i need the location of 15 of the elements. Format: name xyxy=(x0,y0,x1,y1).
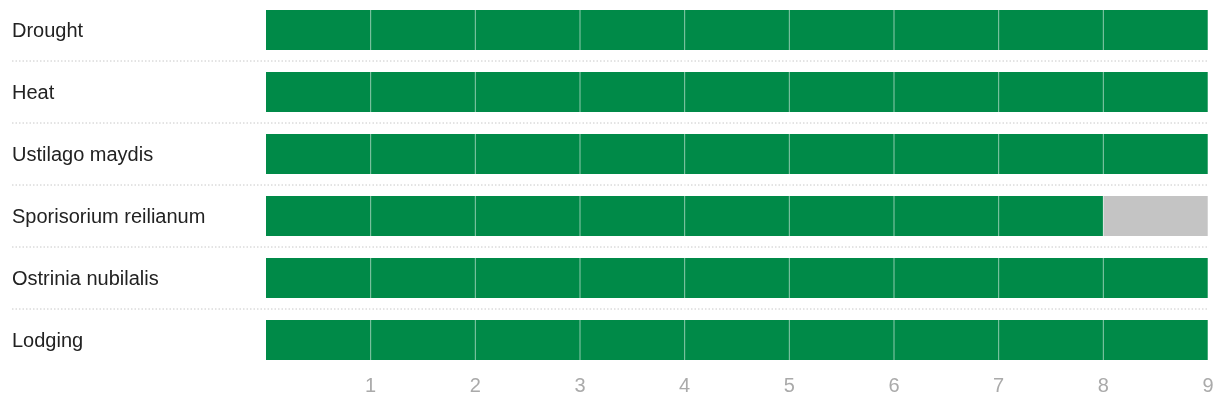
x-tick-label: 2 xyxy=(469,374,481,396)
y-tick-label: Drought xyxy=(12,19,84,41)
y-tick-label: Lodging xyxy=(12,329,84,351)
x-tick-label: 3 xyxy=(574,374,586,396)
y-tick-label: Sporisorium reilianum xyxy=(12,205,206,227)
x-tick-label: 4 xyxy=(679,374,691,396)
x-tick-label: 7 xyxy=(993,374,1005,396)
x-tick-label: 6 xyxy=(888,374,900,396)
x-tick-label: 8 xyxy=(1097,374,1109,396)
x-tick-label: 9 xyxy=(1202,374,1214,396)
y-tick-label: Heat xyxy=(12,81,55,103)
y-tick-label: Ostrinia nubilalis xyxy=(12,267,159,289)
x-tick-label: 1 xyxy=(365,374,377,396)
y-tick-label: Ustilago maydis xyxy=(12,143,154,165)
x-tick-label: 5 xyxy=(783,374,795,396)
